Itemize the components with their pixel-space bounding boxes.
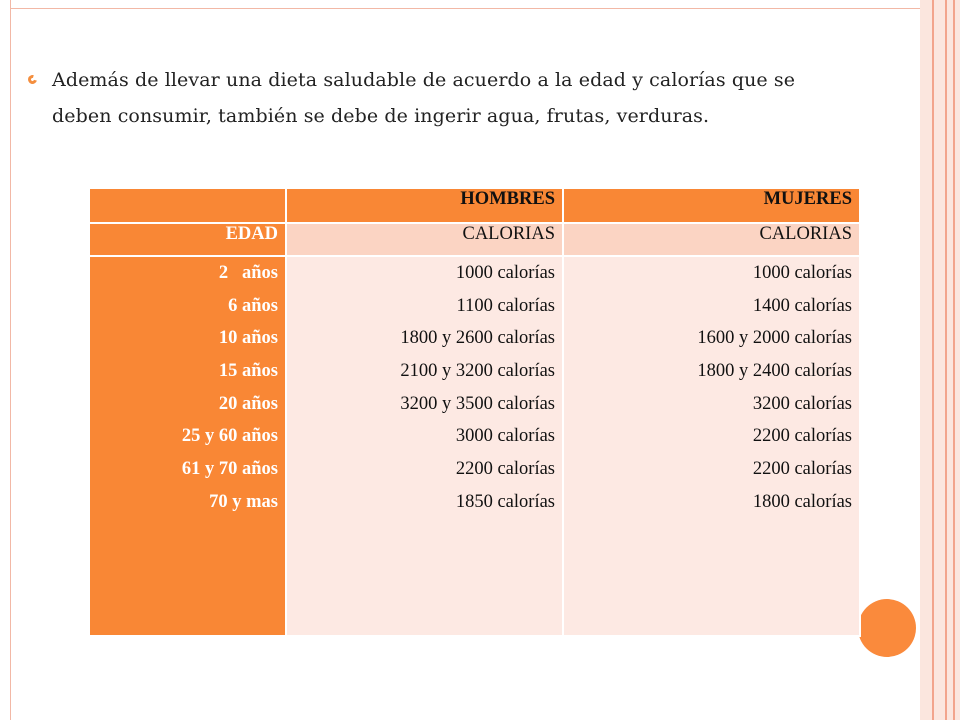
mujeres-calories-cell: 1000 calorías 1400 calorías 1600 y 2000 … <box>562 255 861 637</box>
subheader-cell-edad: EDAD <box>88 222 287 257</box>
hombres-calorie-item: 1000 calorías <box>455 263 555 283</box>
hombres-calorie-item: 2100 y 3200 calorías <box>400 361 555 382</box>
hombres-calorie-item: 3000 calorías <box>455 426 555 447</box>
mujeres-calorie-item: 2200 calorías <box>752 459 852 480</box>
hombres-calorie-item: 1100 calorías <box>456 295 555 316</box>
frame-stripe <box>945 0 947 720</box>
bullet-line-2: deben consumir, también se debe de inger… <box>52 105 710 127</box>
age-item: 15 años <box>218 361 278 382</box>
bullet-ring-icon <box>26 73 39 86</box>
slide-frame-top <box>10 0 930 9</box>
slide-frame-right <box>920 0 960 720</box>
mujeres-calorie-item: 3200 calorías <box>752 393 852 414</box>
mujeres-calorie-item: 2200 calorías <box>752 426 852 447</box>
age-item: 6 años <box>228 295 278 316</box>
mujeres-calorie-item: 1600 y 2000 calorías <box>697 328 852 349</box>
header-cell-empty <box>88 187 287 224</box>
hombres-calorie-item: 1800 y 2600 calorías <box>400 328 555 349</box>
age-item: 2 años <box>218 263 278 283</box>
bullet-paragraph: Además de llevar una dieta saludable de … <box>26 62 888 134</box>
age-item: 70 y mas <box>209 491 278 512</box>
ages-cell: 2 años 6 años 10 años 15 años 20 años 25… <box>88 255 287 637</box>
table-body-row: 2 años 6 años 10 años 15 años 20 años 25… <box>88 255 861 637</box>
age-item: 10 años <box>218 328 278 349</box>
mujeres-calorie-item: 1000 calorías <box>752 263 852 283</box>
decorative-circle <box>858 599 916 657</box>
hombres-calorie-item: 1850 calorías <box>455 491 555 512</box>
mujeres-calorie-item: 1800 calorías <box>752 491 852 512</box>
hombres-calories-cell: 1000 calorías 1100 calorías 1800 y 2600 … <box>285 255 564 637</box>
calorie-table: HOMBRES MUJERES EDAD CALORIAS CALORIAS 2… <box>88 187 861 637</box>
mujeres-calorie-item: 1400 calorías <box>752 295 852 316</box>
subheader-cell-calorias-hombres: CALORIAS <box>285 222 564 257</box>
age-item: 20 años <box>218 393 278 414</box>
age-item: 25 y 60 años <box>181 426 278 447</box>
frame-stripe <box>953 0 955 720</box>
bullet-text: Además de llevar una dieta saludable de … <box>52 62 795 134</box>
subheader-cell-calorias-mujeres: CALORIAS <box>562 222 861 257</box>
hombres-calorie-item: 2200 calorías <box>455 459 555 480</box>
table-header-row: HOMBRES MUJERES <box>88 187 861 224</box>
hombres-calorie-item: 3200 y 3500 calorías <box>400 393 555 414</box>
slide-frame-left <box>10 0 11 720</box>
header-cell-mujeres: MUJERES <box>562 187 861 224</box>
table-subheader-row: EDAD CALORIAS CALORIAS <box>88 222 861 257</box>
frame-stripe <box>932 0 934 720</box>
mujeres-calorie-item: 1800 y 2400 calorías <box>697 361 852 382</box>
header-cell-hombres: HOMBRES <box>285 187 564 224</box>
age-item: 61 y 70 años <box>181 459 278 480</box>
bullet-line-1: Además de llevar una dieta saludable de … <box>52 69 796 91</box>
